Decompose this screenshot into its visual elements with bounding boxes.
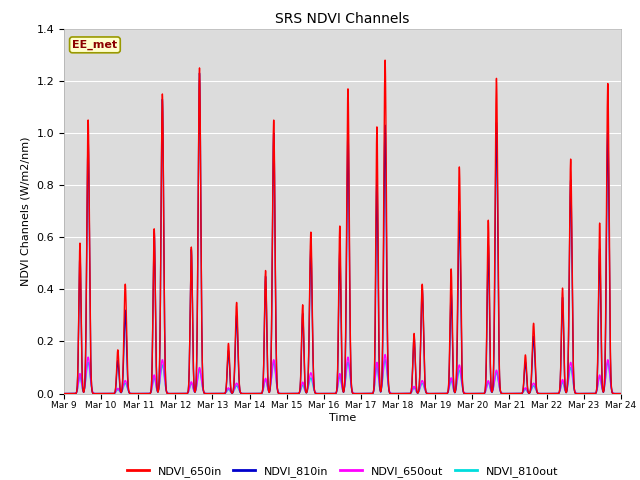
NDVI_650in — [617, 391, 625, 396]
NDVI_810in — [173, 391, 181, 396]
NDVI_650in — [615, 391, 623, 396]
NDVI_810in — [615, 391, 623, 396]
Y-axis label: NDVI Channels (W/m2/nm): NDVI Channels (W/m2/nm) — [21, 136, 31, 286]
NDVI_650in — [269, 226, 276, 232]
NDVI_650out — [499, 391, 506, 396]
NDVI_810in — [179, 391, 187, 396]
NDVI_650out — [615, 391, 623, 396]
NDVI_810in — [60, 391, 68, 396]
NDVI_810out — [617, 391, 625, 396]
Line: NDVI_650out: NDVI_650out — [64, 355, 621, 394]
NDVI_650in — [419, 313, 427, 319]
Line: NDVI_810in: NDVI_810in — [64, 73, 621, 394]
NDVI_650out — [173, 391, 181, 396]
X-axis label: Time: Time — [329, 413, 356, 423]
NDVI_810out — [419, 382, 427, 388]
NDVI_810out — [179, 391, 187, 396]
NDVI_650in — [179, 391, 187, 396]
Title: SRS NDVI Channels: SRS NDVI Channels — [275, 12, 410, 26]
Legend: NDVI_650in, NDVI_810in, NDVI_650out, NDVI_810out: NDVI_650in, NDVI_810in, NDVI_650out, NDV… — [122, 461, 563, 480]
NDVI_810in — [269, 225, 276, 230]
NDVI_810in — [617, 391, 625, 396]
NDVI_650in — [499, 391, 506, 396]
NDVI_650out — [419, 380, 427, 385]
Line: NDVI_650in: NDVI_650in — [64, 60, 621, 394]
NDVI_810out — [381, 357, 389, 362]
NDVI_810in — [499, 391, 506, 396]
NDVI_650out — [179, 391, 187, 396]
NDVI_650out — [617, 391, 625, 396]
NDVI_650in — [381, 57, 389, 63]
NDVI_650out — [269, 364, 276, 370]
NDVI_810out — [60, 391, 68, 396]
Line: NDVI_810out: NDVI_810out — [64, 360, 621, 394]
NDVI_650out — [381, 352, 389, 358]
NDVI_650out — [60, 391, 68, 396]
NDVI_810in — [419, 317, 427, 323]
NDVI_650in — [60, 391, 68, 396]
NDVI_810out — [269, 366, 276, 372]
NDVI_810out — [499, 391, 506, 396]
NDVI_650in — [173, 391, 181, 396]
Text: EE_met: EE_met — [72, 40, 118, 50]
NDVI_810in — [196, 70, 204, 76]
NDVI_810out — [615, 391, 623, 396]
NDVI_810out — [173, 391, 181, 396]
